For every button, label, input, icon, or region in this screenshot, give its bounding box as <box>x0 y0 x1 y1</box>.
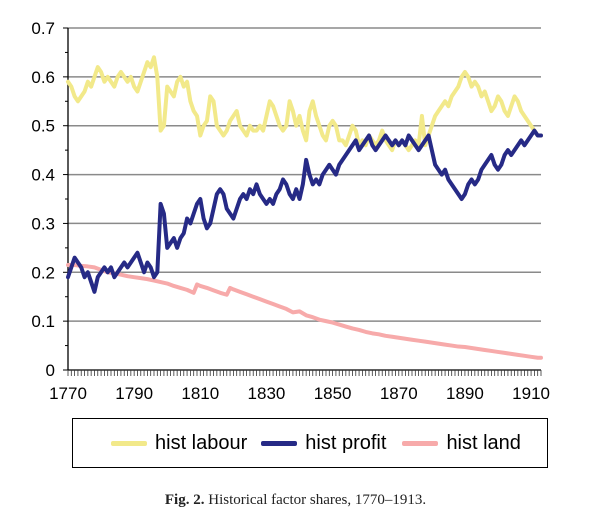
figure-caption: Fig. 2. Historical factor shares, 1770–1… <box>0 492 591 509</box>
legend-label: hist labour <box>155 431 248 454</box>
y-tick-label: 0.3 <box>31 214 55 233</box>
axes <box>63 27 542 376</box>
x-tick-label: 1830 <box>248 384 286 403</box>
legend-swatch-hist-profit <box>261 440 298 446</box>
x-tick-label: 1910 <box>512 384 550 403</box>
legend-label: hist land <box>446 431 521 454</box>
y-tick-label: 0.7 <box>31 19 55 38</box>
x-tick-label: 1790 <box>115 384 153 403</box>
y-tick-label: 0.5 <box>31 117 55 136</box>
x-tick-label: 1850 <box>314 384 352 403</box>
y-tick-label: 0.6 <box>31 68 55 87</box>
caption-text: Historical factor shares, 1770–1913. <box>208 492 427 508</box>
y-tick-label: 0.4 <box>31 166 55 185</box>
y-tick-labels: 0 0.1 0.2 0.3 0.4 0.5 0.6 0.7 <box>31 19 55 380</box>
x-tick-label: 1890 <box>446 384 484 403</box>
y-tick-label: 0.1 <box>31 312 55 331</box>
series-lines <box>66 55 543 360</box>
legend-item-hist-land: hist land <box>402 432 521 455</box>
caption-label: Fig. 2. <box>164 492 205 508</box>
legend-swatch-hist-labour <box>111 440 147 446</box>
series-line-hist-labour <box>66 55 543 153</box>
legend-item-hist-labour: hist labour <box>111 432 247 455</box>
x-tick-labels: 1770 1790 1810 1830 1850 1870 1890 1910 <box>49 384 550 403</box>
legend: hist labour hist profit hist land <box>72 418 548 468</box>
gridlines <box>68 27 541 322</box>
x-tick-label: 1870 <box>380 384 418 403</box>
y-tick-label: 0 <box>46 361 55 380</box>
y-tick-label: 0.2 <box>31 263 55 282</box>
x-tick-label: 1770 <box>49 384 87 403</box>
legend-label: hist profit <box>305 431 387 454</box>
series-line-hist-land <box>66 262 543 360</box>
x-tick-label: 1810 <box>181 384 219 403</box>
series-line-hist-profit <box>66 128 543 294</box>
legend-swatch-hist-land <box>402 440 439 446</box>
line-chart: 00.10.20.30.40.50.60.7 1770 1790 1810 1830 1… <box>31 19 550 403</box>
legend-item-hist-profit: hist profit <box>261 432 386 455</box>
